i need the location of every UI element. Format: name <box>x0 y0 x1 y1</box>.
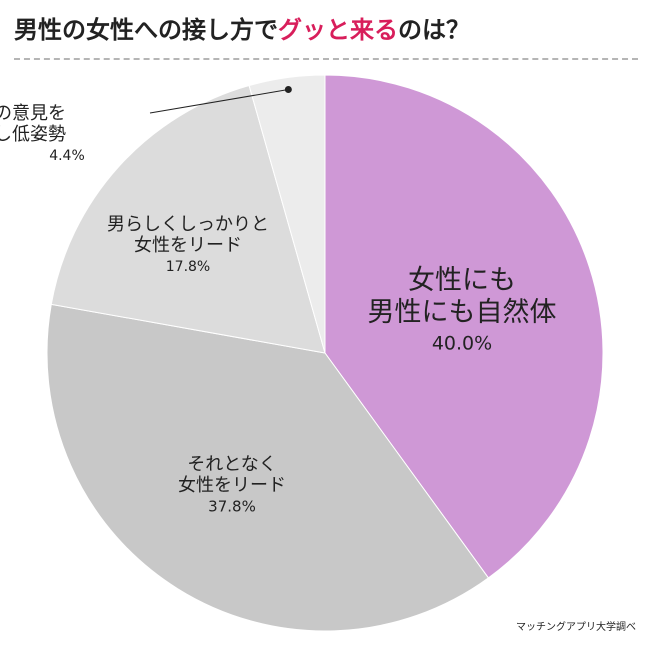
pie-slice <box>324 74 604 579</box>
leader-dot <box>284 86 292 94</box>
slice-value-label: 4.4% <box>49 148 85 164</box>
pie-slice <box>46 303 490 632</box>
slice-label: 女性の意見を <box>0 103 66 124</box>
slice-label: 女性をリード <box>134 235 242 256</box>
pie-slice <box>248 74 326 354</box>
leader-line <box>149 89 289 114</box>
slice-label: 女性をリード <box>178 475 286 496</box>
slice-value-label: 37.8% <box>208 497 256 515</box>
source-note: マッチングアプリ大学調べ <box>516 622 636 633</box>
slice-label: 優先し低姿勢 <box>0 124 66 145</box>
slice-value-label: 17.8% <box>166 259 210 275</box>
title-tail: のは？ <box>398 16 470 44</box>
slice-label: 男らしくしっかりと <box>107 214 269 235</box>
title-main: 男性の女性への接し方で <box>14 16 278 44</box>
slice-value-label: 40.0% <box>432 333 492 355</box>
slice-label: 女性にも <box>408 265 516 296</box>
title-accent: グッと来る <box>278 16 398 44</box>
chart-title: 男性の女性への接し方でグッと来るのは？ <box>14 10 470 46</box>
title-divider <box>14 58 638 60</box>
slice-label: それとなく <box>187 454 276 475</box>
pie-slice <box>50 84 326 354</box>
slice-label: 男性にも自然体 <box>368 297 557 328</box>
